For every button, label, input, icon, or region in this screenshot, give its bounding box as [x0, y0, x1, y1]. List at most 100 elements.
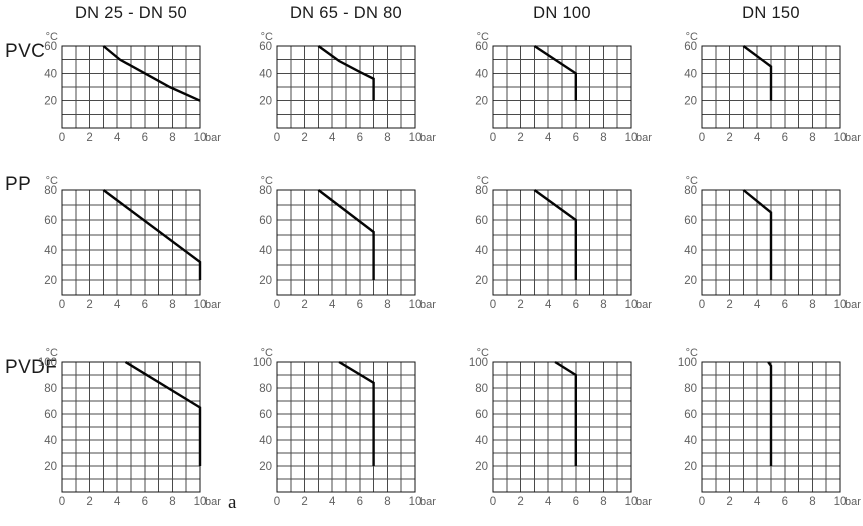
- svg-text:6: 6: [142, 299, 148, 311]
- svg-text:8: 8: [169, 496, 175, 508]
- svg-text:40: 40: [475, 435, 488, 447]
- svg-text:0: 0: [490, 496, 496, 508]
- svg-text:bar: bar: [636, 299, 652, 311]
- svg-text:bar: bar: [636, 496, 652, 508]
- svg-text:10: 10: [834, 496, 847, 508]
- svg-text:10: 10: [625, 132, 638, 144]
- svg-text:20: 20: [684, 275, 697, 287]
- svg-text:°C: °C: [261, 31, 273, 43]
- svg-text:°C: °C: [46, 175, 58, 187]
- svg-text:8: 8: [169, 299, 175, 311]
- row-label-pvc: PVC: [5, 41, 46, 62]
- svg-text:60: 60: [475, 41, 488, 53]
- svg-text:6: 6: [357, 299, 363, 311]
- svg-text:4: 4: [114, 299, 121, 311]
- svg-text:100: 100: [38, 357, 57, 369]
- svg-text:10: 10: [194, 132, 207, 144]
- svg-text:0: 0: [699, 132, 705, 144]
- svg-text:2: 2: [86, 299, 92, 311]
- svg-text:6: 6: [573, 132, 579, 144]
- svg-text:20: 20: [259, 96, 272, 108]
- svg-text:20: 20: [475, 461, 488, 473]
- svg-text:40: 40: [259, 435, 272, 447]
- svg-text:40: 40: [684, 68, 697, 80]
- svg-text:100: 100: [469, 357, 488, 369]
- svg-text:80: 80: [684, 383, 697, 395]
- chart-pvc-dn150: °C 20 40 60 0 2 4 6 8 10 bar: [670, 28, 863, 148]
- svg-text:8: 8: [809, 132, 815, 144]
- svg-text:bar: bar: [420, 132, 436, 144]
- svg-text:4: 4: [754, 299, 761, 311]
- svg-text:80: 80: [684, 185, 697, 197]
- column-title-dn25-dn50: DN 25 - DN 50: [74, 4, 188, 22]
- svg-text:20: 20: [475, 96, 488, 108]
- svg-text:2: 2: [517, 132, 523, 144]
- svg-text:40: 40: [684, 435, 697, 447]
- svg-text:60: 60: [259, 409, 272, 421]
- svg-text:°C: °C: [477, 31, 489, 43]
- svg-text:60: 60: [684, 215, 697, 227]
- svg-text:10: 10: [194, 299, 207, 311]
- svg-text:40: 40: [475, 245, 488, 257]
- svg-text:2: 2: [517, 299, 523, 311]
- svg-text:2: 2: [726, 496, 732, 508]
- svg-text:60: 60: [44, 409, 57, 421]
- svg-text:0: 0: [490, 299, 496, 311]
- row-label-pvdf: PVDF: [5, 357, 58, 378]
- svg-text:2: 2: [86, 132, 92, 144]
- chart-pvc-dn25-dn50: °C 20 40 60 0 2 4 6 8 10 bar: [30, 28, 226, 148]
- svg-text:°C: °C: [261, 347, 273, 359]
- svg-text:40: 40: [44, 435, 57, 447]
- svg-text:60: 60: [684, 41, 697, 53]
- svg-text:4: 4: [545, 299, 552, 311]
- svg-text:6: 6: [142, 496, 148, 508]
- svg-text:80: 80: [259, 185, 272, 197]
- svg-text:°C: °C: [686, 175, 698, 187]
- svg-text:10: 10: [409, 299, 422, 311]
- svg-text:2: 2: [301, 299, 307, 311]
- svg-text:60: 60: [684, 409, 697, 421]
- svg-text:0: 0: [274, 299, 280, 311]
- svg-text:bar: bar: [205, 132, 221, 144]
- chart-pp-dn150: °C 20 40 60 80 0 2 4 6 8 10 bar: [670, 172, 863, 315]
- svg-text:4: 4: [754, 132, 761, 144]
- svg-text:6: 6: [782, 496, 788, 508]
- svg-text:0: 0: [274, 132, 280, 144]
- svg-text:2: 2: [301, 132, 307, 144]
- svg-text:4: 4: [329, 132, 336, 144]
- svg-text:20: 20: [475, 275, 488, 287]
- svg-text:10: 10: [625, 496, 638, 508]
- chart-pvdf-dn65-dn80: °C 20 40 60 80 100 0 2 4 6 8 10 bar: [245, 344, 441, 512]
- column-title-dn150: DN 150: [742, 4, 800, 22]
- svg-text:2: 2: [517, 496, 523, 508]
- svg-text:2: 2: [726, 299, 732, 311]
- svg-text:0: 0: [59, 299, 65, 311]
- svg-text:6: 6: [357, 496, 363, 508]
- svg-text:0: 0: [59, 496, 65, 508]
- chart-pp-dn25-dn50: °C 20 40 60 80 0 2 4 6 8 10 bar: [30, 172, 226, 315]
- chart-pvdf-dn150: °C 20 40 60 80 100 0 2 4 6 8 10 bar: [670, 344, 863, 512]
- svg-text:20: 20: [259, 275, 272, 287]
- chart-pp-dn100: °C 20 40 60 80 0 2 4 6 8 10 bar: [461, 172, 657, 315]
- svg-text:8: 8: [600, 496, 606, 508]
- svg-text:bar: bar: [420, 299, 436, 311]
- svg-text:60: 60: [475, 409, 488, 421]
- svg-text:40: 40: [44, 245, 57, 257]
- svg-text:bar: bar: [845, 132, 861, 144]
- svg-text:10: 10: [625, 299, 638, 311]
- svg-text:10: 10: [409, 132, 422, 144]
- svg-text:80: 80: [44, 383, 57, 395]
- svg-text:40: 40: [259, 68, 272, 80]
- svg-text:°C: °C: [261, 175, 273, 187]
- svg-text:80: 80: [475, 185, 488, 197]
- svg-text:4: 4: [754, 496, 761, 508]
- svg-text:40: 40: [44, 68, 57, 80]
- row-label-pp: PP: [5, 174, 32, 195]
- svg-text:80: 80: [259, 383, 272, 395]
- svg-text:100: 100: [678, 357, 697, 369]
- svg-text:°C: °C: [686, 347, 698, 359]
- svg-text:40: 40: [684, 245, 697, 257]
- svg-text:10: 10: [834, 299, 847, 311]
- svg-text:2: 2: [726, 132, 732, 144]
- svg-text:6: 6: [357, 132, 363, 144]
